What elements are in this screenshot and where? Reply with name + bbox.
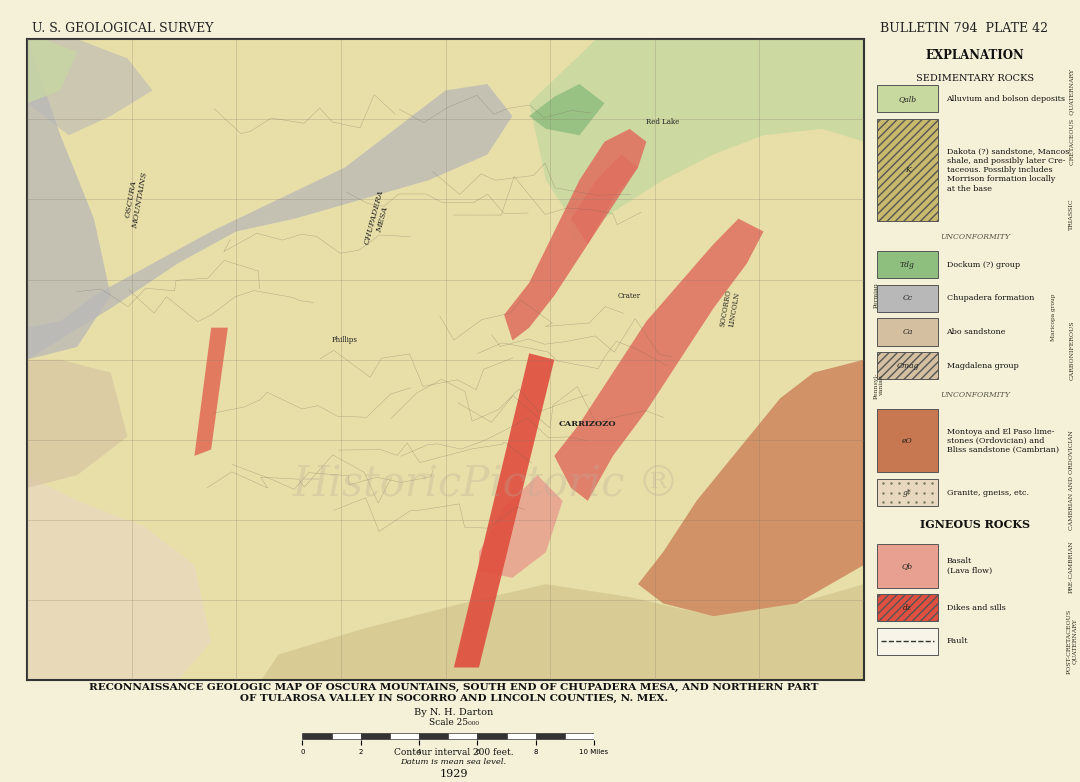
Bar: [302, 733, 332, 739]
Polygon shape: [27, 39, 864, 680]
Text: Alluvium and bolson deposits: Alluvium and bolson deposits: [946, 95, 1066, 103]
Text: OSCURA
MOUNTAINS: OSCURA MOUNTAINS: [122, 170, 149, 229]
Text: Fault: Fault: [946, 637, 968, 645]
Bar: [507, 733, 536, 739]
Polygon shape: [554, 219, 764, 500]
Text: g*: g*: [903, 489, 912, 497]
FancyBboxPatch shape: [877, 318, 939, 346]
Polygon shape: [27, 39, 111, 360]
Text: Montoya and El Paso lime-
stones (Ordovician) and
Bliss sandstone (Cambrian): Montoya and El Paso lime- stones (Ordovi…: [946, 428, 1058, 454]
Text: Red Lake: Red Lake: [647, 118, 679, 127]
Text: Datum is mean sea level.: Datum is mean sea level.: [401, 758, 507, 766]
Polygon shape: [27, 360, 127, 488]
Bar: [419, 733, 448, 739]
FancyBboxPatch shape: [877, 479, 939, 506]
Text: 1929: 1929: [440, 769, 468, 779]
Text: TRIASSIC: TRIASSIC: [1069, 199, 1075, 230]
Text: Cc: Cc: [903, 294, 913, 303]
FancyBboxPatch shape: [877, 285, 939, 312]
Text: UNCONFORMITY: UNCONFORMITY: [941, 391, 1010, 399]
Bar: [332, 733, 361, 739]
Text: Phillips: Phillips: [333, 336, 357, 345]
Bar: [361, 733, 390, 739]
Text: Cmag: Cmag: [896, 361, 919, 370]
Polygon shape: [194, 328, 228, 456]
Text: OF TULAROSA VALLEY IN SOCORRO AND LINCOLN COUNTIES, N. MEX.: OF TULAROSA VALLEY IN SOCORRO AND LINCOL…: [240, 694, 667, 704]
Text: Granite, gneiss, etc.: Granite, gneiss, etc.: [946, 489, 1028, 497]
FancyBboxPatch shape: [877, 409, 939, 472]
Text: POST-CRETACEOUS
QUATERNARY: POST-CRETACEOUS QUATERNARY: [1066, 609, 1077, 674]
Text: SEDIMENTARY ROCKS: SEDIMENTARY ROCKS: [916, 74, 1035, 83]
Text: eO: eO: [902, 437, 913, 445]
Polygon shape: [261, 584, 864, 680]
Text: Ca: Ca: [902, 328, 913, 336]
Polygon shape: [638, 360, 864, 616]
Text: PRE-CAMBRIAN: PRE-CAMBRIAN: [1069, 540, 1075, 594]
Bar: [565, 733, 594, 739]
Text: By N. H. Darton: By N. H. Darton: [414, 708, 494, 717]
FancyBboxPatch shape: [877, 85, 939, 113]
Text: RECONNAISSANCE GEOLOGIC MAP OF OSCURA MOUNTAINS, SOUTH END OF CHUPADERA MESA, AN: RECONNAISSANCE GEOLOGIC MAP OF OSCURA MO…: [89, 683, 819, 692]
Text: Dikes and sills: Dikes and sills: [946, 604, 1005, 612]
Text: Abo sandstone: Abo sandstone: [946, 328, 1005, 336]
Polygon shape: [27, 84, 513, 360]
Text: Permian: Permian: [874, 282, 879, 308]
Text: BULLETIN 794  PLATE 42: BULLETIN 794 PLATE 42: [879, 22, 1048, 35]
Text: Dakota (?) sandstone, Mancos
shale, and possibly later Cre-
taceous. Possibly in: Dakota (?) sandstone, Mancos shale, and …: [946, 148, 1069, 192]
Text: SOCORRO
LINCOLN: SOCORRO LINCOLN: [718, 289, 742, 328]
Text: HistoricPictoric ®: HistoricPictoric ®: [293, 464, 679, 506]
Bar: [390, 733, 419, 739]
Text: CRETACEOUS  QUATERNARY: CRETACEOUS QUATERNARY: [1069, 69, 1075, 165]
Bar: [536, 733, 565, 739]
Polygon shape: [454, 353, 554, 668]
FancyBboxPatch shape: [877, 628, 939, 655]
Polygon shape: [529, 39, 864, 244]
Text: CAMBRIAN AND ORDOVICIAN: CAMBRIAN AND ORDOVICIAN: [1069, 429, 1075, 529]
Polygon shape: [529, 84, 605, 135]
FancyBboxPatch shape: [877, 251, 939, 278]
Text: Scale 25₀₀₀: Scale 25₀₀₀: [429, 718, 478, 727]
Text: Tdg: Tdg: [900, 260, 915, 269]
Text: Maricopa group: Maricopa group: [1051, 294, 1056, 342]
Text: EXPLANATION: EXPLANATION: [926, 49, 1025, 62]
Text: K: K: [905, 166, 910, 174]
Text: U. S. GEOLOGICAL SURVEY: U. S. GEOLOGICAL SURVEY: [32, 22, 214, 35]
Polygon shape: [27, 39, 152, 135]
Text: Pennsyl-
vanian: Pennsyl- vanian: [874, 372, 885, 399]
Text: Chupadera formation: Chupadera formation: [946, 294, 1034, 303]
Text: Qb: Qb: [902, 561, 913, 570]
Text: dz: dz: [903, 604, 912, 612]
Polygon shape: [27, 475, 212, 680]
Polygon shape: [571, 155, 638, 244]
Text: Crater: Crater: [618, 292, 642, 300]
Polygon shape: [27, 39, 78, 103]
Text: CHUPADERA
MESA: CHUPADERA MESA: [363, 189, 394, 248]
Polygon shape: [504, 129, 646, 340]
FancyBboxPatch shape: [877, 543, 939, 588]
Text: CARRIZOZO: CARRIZOZO: [559, 420, 617, 428]
Polygon shape: [480, 475, 563, 578]
Text: Qalb: Qalb: [899, 95, 917, 103]
Text: Basalt
(Lava flow): Basalt (Lava flow): [946, 557, 991, 574]
Text: UNCONFORMITY: UNCONFORMITY: [941, 233, 1010, 241]
Text: CARBONIFEROUS: CARBONIFEROUS: [1069, 321, 1075, 380]
FancyBboxPatch shape: [877, 594, 939, 622]
FancyBboxPatch shape: [877, 119, 939, 221]
Text: Contour interval 200 feet.: Contour interval 200 feet.: [394, 748, 513, 757]
Text: Dockum (?) group: Dockum (?) group: [946, 260, 1020, 269]
FancyBboxPatch shape: [877, 352, 939, 379]
Text: Magdalena group: Magdalena group: [946, 361, 1018, 370]
Text: IGNEOUS ROCKS: IGNEOUS ROCKS: [920, 519, 1030, 530]
Bar: [477, 733, 507, 739]
Bar: [448, 733, 477, 739]
